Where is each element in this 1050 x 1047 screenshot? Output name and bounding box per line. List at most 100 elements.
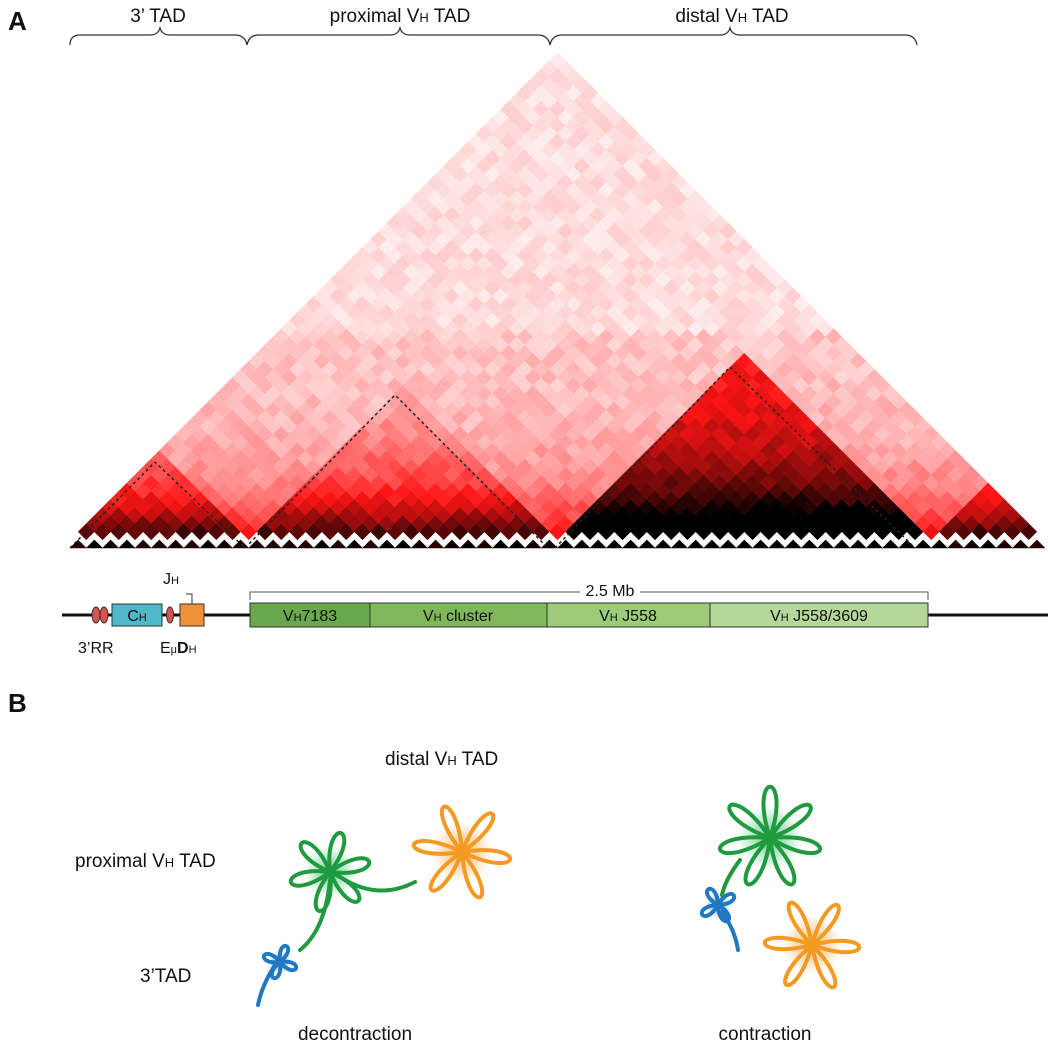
text: H [738,10,747,25]
heatmap-cell [573,539,591,549]
text: μ [171,644,177,656]
text: distal V [675,6,738,27]
jh-label: JH [163,571,179,588]
text: TAD [174,851,216,872]
segment-labels: VH7183 VH cluster VH J558 VH J558/3609 [283,608,868,625]
stem [298,878,332,952]
element [166,606,174,624]
text: proximal V [75,851,165,872]
brace [69,25,248,46]
heatmap-cell [995,539,1014,549]
tad-label: 3’TAD [140,966,191,987]
element [91,606,101,624]
text: H [434,612,442,624]
tad-label: proximal VH TAD [75,851,216,872]
heatmap-cell [735,539,754,549]
text: H [139,612,147,624]
heatmap-cell [134,539,152,549]
text: H [171,575,179,587]
loop [762,900,862,990]
loop [411,804,513,900]
text: E [160,640,171,657]
stem [720,910,740,952]
tad-label: proximal VH TAD [330,6,471,27]
caption: decontraction [298,1024,412,1045]
text: J [163,571,171,588]
heatmap-cell [540,539,559,549]
heatmap-cell [784,539,802,549]
text: J558/3609 [789,608,868,625]
heatmap-cell [979,539,997,549]
panel-label: A [8,6,27,36]
tad-label: distal VH TAD [385,749,498,770]
text: D [177,640,189,657]
heatmap-cell [183,539,201,549]
loop [718,784,822,887]
segment [369,602,548,628]
heatmap-cell [865,539,884,549]
stem [720,858,742,897]
heatmap-cell [1020,523,1038,541]
element [99,606,109,624]
heatmap-cell [556,539,575,549]
heatmap-cell [329,539,347,549]
heatmap-cell [264,539,282,549]
heatmap-cell [816,539,835,549]
heatmap-cell [881,539,900,549]
heatmap-cell [849,539,867,549]
heatmap-cell [605,539,624,549]
heatmap-cell [215,539,234,549]
text: cluster [442,608,494,625]
text: TAD [457,749,499,770]
heatmap-cell [248,539,266,549]
heatmap-cell [768,539,786,549]
rr-label: 3’RR [78,640,114,657]
text: H [419,10,428,25]
heatmap [69,52,1046,549]
text: V [599,608,610,625]
heatmap-cell [719,539,737,549]
heatmap-cell [101,539,120,549]
brace [549,25,918,46]
text: H [781,612,789,624]
heatmap-cell [589,539,607,549]
text: J558 [618,608,657,625]
heatmap-cell [703,539,721,549]
text: C [127,608,139,625]
heatmap-cell [361,539,380,549]
heatmap-cell [686,539,705,549]
segment-label: VH J558/3609 [770,608,868,625]
locus-track [62,582,1048,628]
text: H [447,753,456,768]
loop [261,943,299,981]
heatmap-cell [313,539,331,549]
text: distal V [385,749,448,770]
tad-label: distal VH TAD [675,6,788,27]
heatmap-cell [378,539,396,549]
heatmap-cell [508,539,526,549]
heatmap-cell [621,539,640,549]
heatmap-cell [1028,539,1046,549]
text: H [294,612,302,624]
segment [546,602,711,628]
heatmap-cell [475,539,494,549]
text: H [165,855,174,870]
text: V [770,608,781,625]
heatmap-cell [443,539,461,549]
brace [246,25,551,46]
heatmap-cell [280,539,299,549]
stem [343,878,417,893]
heatmap-cell [524,539,542,549]
heatmap-cell [1011,539,1030,549]
segment [249,602,371,628]
heatmap-cell [963,539,981,549]
loop [288,830,372,914]
arrow [186,593,193,604]
mask [580,582,640,600]
stem [256,963,277,1007]
text: proximal V [330,6,420,27]
outline [69,460,246,549]
heatmap-cell [638,539,656,549]
subdomain-outlines [69,365,916,549]
text: TAD [429,6,471,27]
